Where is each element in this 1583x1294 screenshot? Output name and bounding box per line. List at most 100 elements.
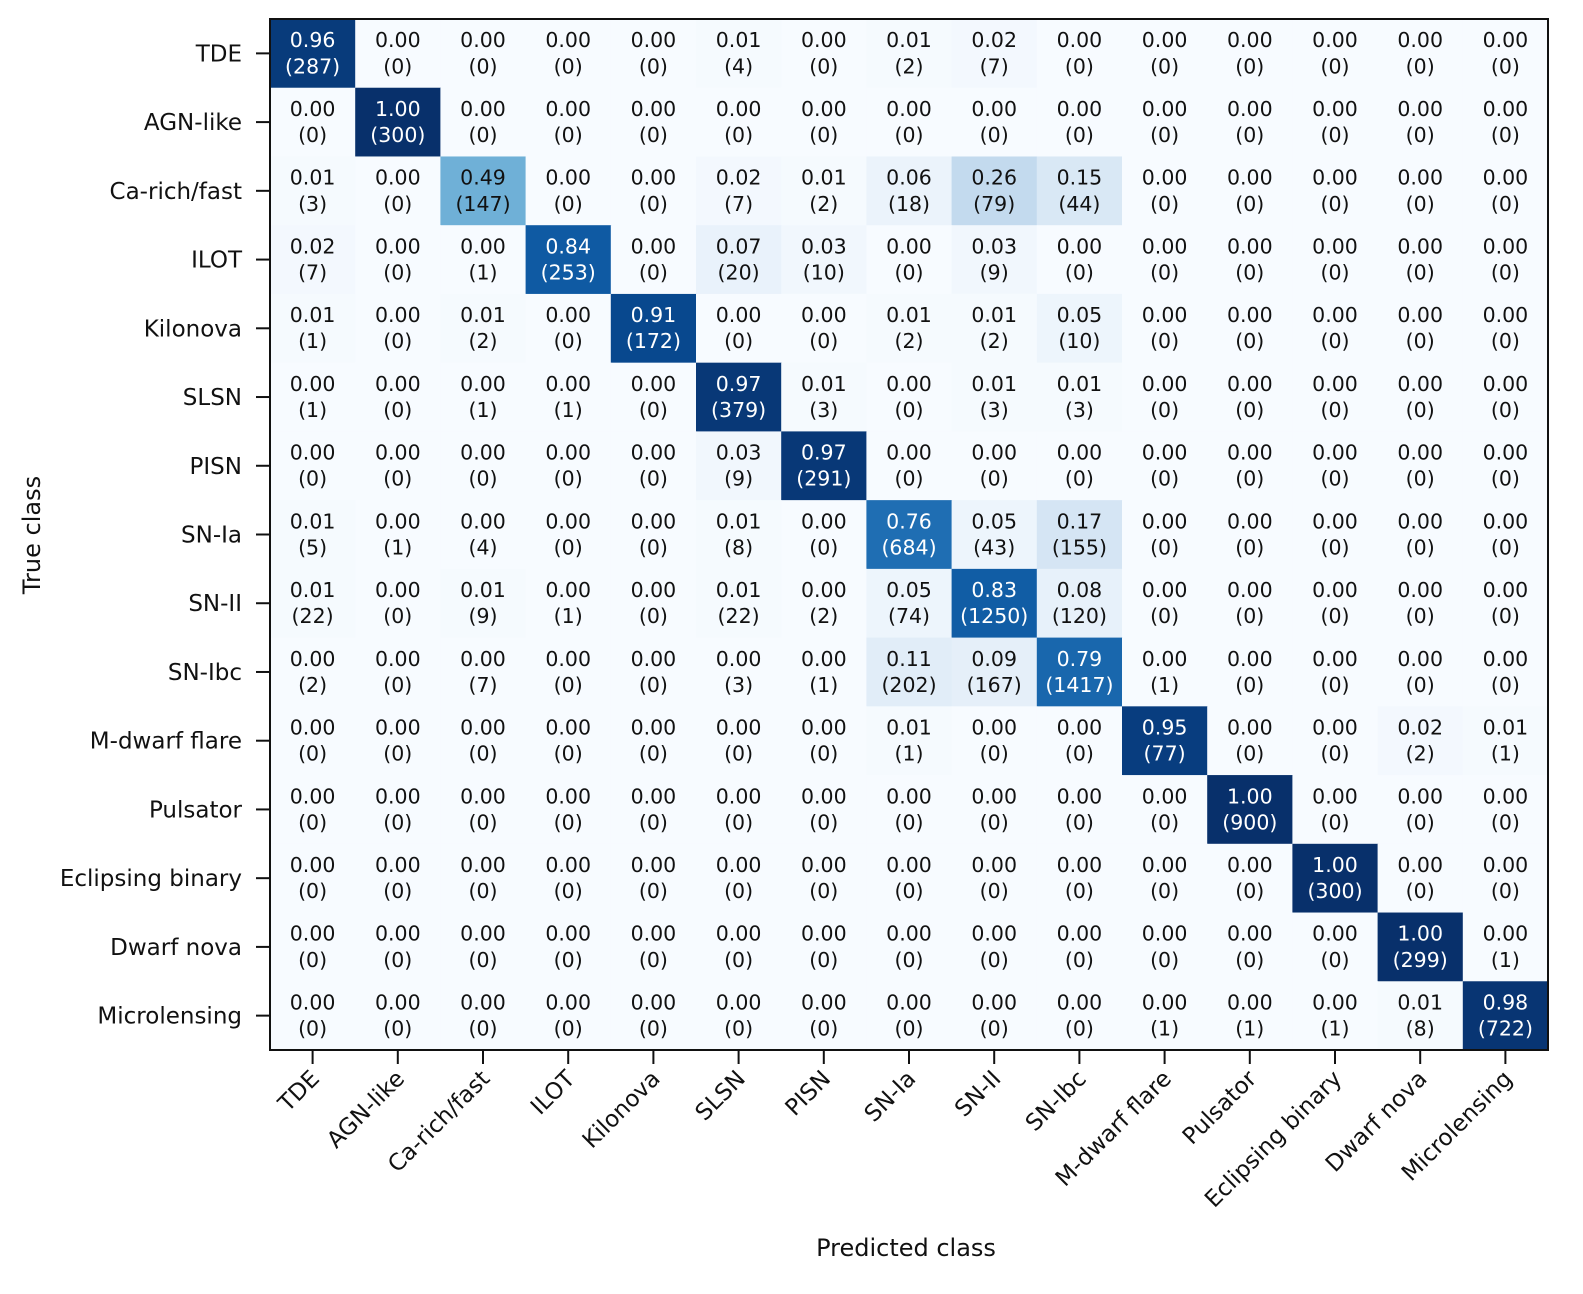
heatmap-cell — [866, 843, 953, 914]
heatmap-cell — [1207, 19, 1293, 89]
cell-fraction-label: 0.00 — [971, 97, 1017, 121]
cell-fraction-label: 0.02 — [1397, 716, 1443, 740]
cell-fraction-label: 0.00 — [1483, 784, 1529, 808]
heatmap-cell — [440, 362, 527, 432]
cell-fraction-label: 0.00 — [375, 716, 421, 740]
cell-count-label: (0) — [1491, 192, 1520, 216]
cell-count-label: (2) — [468, 329, 497, 353]
cell-fraction-label: 0.00 — [1397, 303, 1443, 327]
heatmap-cell — [1207, 500, 1293, 570]
heatmap-cell — [696, 293, 782, 364]
cell-count-label: (0) — [894, 123, 923, 147]
heatmap-cell — [1377, 500, 1464, 570]
heatmap-cell — [781, 87, 867, 158]
cell-count-label: (9) — [724, 467, 753, 491]
cell-fraction-label: 0.00 — [1483, 647, 1529, 671]
cell-fraction-label: 0.00 — [1483, 922, 1529, 946]
cell-count-label: (0) — [1150, 535, 1179, 559]
x-tick-label: SN-II — [950, 1066, 1006, 1122]
cell-fraction-label: 0.01 — [716, 28, 762, 52]
cell-fraction-label: 0.01 — [1483, 716, 1529, 740]
heatmap-cell — [1036, 775, 1123, 845]
heatmap-cell — [951, 362, 1038, 432]
cell-fraction-label: 0.00 — [460, 990, 506, 1014]
cell-fraction-label: 0.00 — [1057, 441, 1103, 465]
cell-fraction-label: 0.00 — [375, 853, 421, 877]
cell-count-label: (0) — [1235, 948, 1264, 972]
heatmap-cell — [1036, 843, 1123, 914]
cell-count-label: (0) — [554, 329, 583, 353]
heatmap-cell — [866, 362, 953, 432]
cell-count-label: (0) — [1235, 398, 1264, 422]
cell-fraction-label: 0.00 — [1483, 853, 1529, 877]
heatmap-cell — [440, 293, 527, 364]
cell-count-label: (0) — [809, 879, 838, 903]
cell-fraction-label: 0.00 — [631, 853, 677, 877]
cell-fraction-label: 0.00 — [1312, 234, 1358, 258]
heatmap-cell — [1462, 912, 1549, 982]
heatmap-cell — [1377, 362, 1464, 432]
heatmap-cell — [355, 431, 441, 501]
cell-count-label: (0) — [383, 604, 412, 628]
cell-count-label: (2) — [809, 604, 838, 628]
cell-fraction-label: 1.00 — [1227, 784, 1273, 808]
cell-fraction-label: 0.79 — [1057, 647, 1103, 671]
heatmap-cell — [440, 775, 527, 845]
cell-fraction-label: 0.01 — [290, 303, 336, 327]
cell-fraction-label: 0.00 — [801, 97, 847, 121]
cell-fraction-label: 0.15 — [1057, 166, 1103, 190]
heatmap-cell — [1377, 87, 1464, 158]
cell-count-label: (1) — [1491, 948, 1520, 972]
cell-count-label: (0) — [298, 1017, 327, 1041]
heatmap-cell — [1377, 431, 1464, 501]
cell-fraction-label: 0.00 — [716, 853, 762, 877]
heatmap-cell — [610, 431, 697, 501]
y-tick-label: TDE — [195, 41, 242, 67]
cell-count-label: (0) — [383, 54, 412, 78]
cell-fraction-label: 0.01 — [716, 578, 762, 602]
y-tick-label: Dwarf nova — [110, 935, 242, 961]
cell-fraction-label: 0.00 — [1227, 234, 1273, 258]
heatmap-cell — [696, 156, 782, 226]
heatmap-cell — [1122, 500, 1208, 570]
cell-count-label: (0) — [383, 261, 412, 285]
heatmap-cell — [1292, 19, 1379, 89]
cell-count-label: (0) — [1320, 810, 1349, 834]
heatmap-cell — [1292, 912, 1379, 982]
cell-count-label: (0) — [724, 329, 753, 353]
heatmap-cell — [270, 637, 356, 707]
cell-fraction-label: 0.00 — [1483, 303, 1529, 327]
cell-count-label: (253) — [541, 261, 596, 285]
heatmap-cell — [866, 19, 953, 89]
cell-count-label: (300) — [370, 123, 425, 147]
cell-count-label: (1) — [1150, 1017, 1179, 1041]
cell-fraction-label: 0.00 — [1397, 97, 1443, 121]
cell-fraction-label: 0.00 — [1142, 922, 1188, 946]
cell-fraction-label: 0.00 — [1483, 578, 1529, 602]
cell-fraction-label: 0.00 — [545, 166, 591, 190]
cell-fraction-label: 0.00 — [375, 234, 421, 258]
heatmap-cell — [1292, 362, 1379, 432]
cell-fraction-label: 0.00 — [290, 784, 336, 808]
cell-fraction-label: 0.00 — [801, 578, 847, 602]
heatmap-cell — [1462, 225, 1549, 295]
cell-fraction-label: 0.00 — [1397, 372, 1443, 396]
cell-fraction-label: 0.00 — [886, 990, 932, 1014]
heatmap-cell — [610, 362, 697, 432]
cell-fraction-label: 0.01 — [290, 166, 336, 190]
heatmap-cell — [951, 156, 1038, 226]
heatmap-cell — [1462, 500, 1549, 570]
cell-count-label: (0) — [809, 810, 838, 834]
cell-count-label: (0) — [980, 948, 1009, 972]
heatmap-cell — [781, 637, 867, 707]
cell-count-label: (0) — [298, 948, 327, 972]
heatmap-cell — [440, 500, 527, 570]
heatmap-cell — [1462, 362, 1549, 432]
cell-count-label: (0) — [1065, 123, 1094, 147]
heatmap-cell — [525, 500, 612, 570]
cell-fraction-label: 0.00 — [375, 647, 421, 671]
cell-fraction-label: 0.00 — [1312, 922, 1358, 946]
heatmap-cell — [1292, 706, 1379, 776]
cell-fraction-label: 0.01 — [716, 509, 762, 533]
cell-fraction-label: 0.00 — [545, 853, 591, 877]
